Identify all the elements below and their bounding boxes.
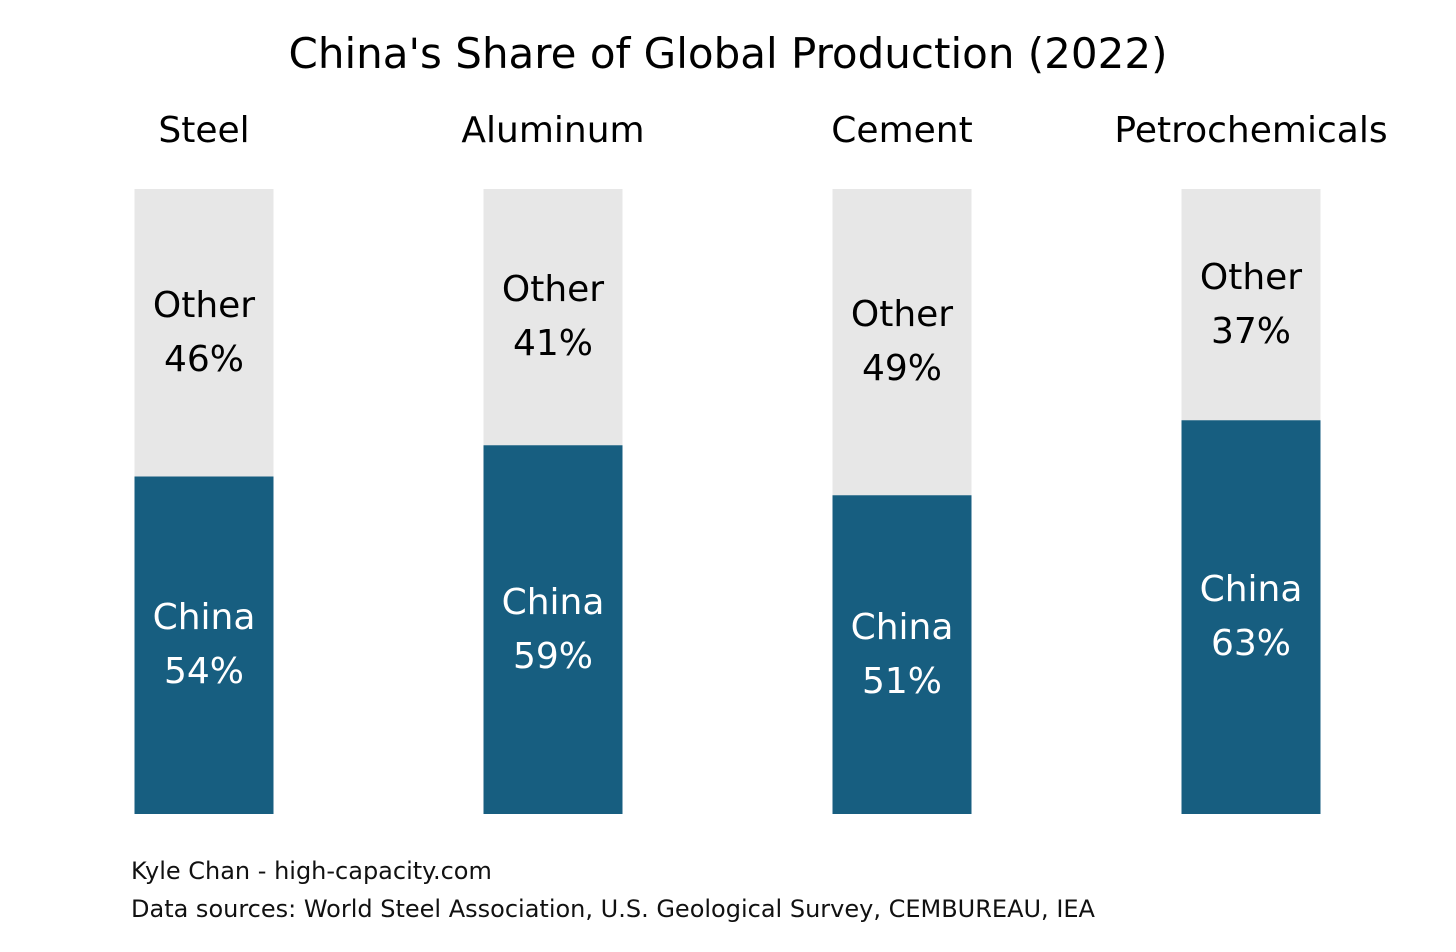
category-label-petrochemicals: Petrochemicals <box>1114 110 1388 151</box>
segment-value-china-cement: 51% <box>861 660 942 702</box>
segment-name-other-steel: Other <box>152 284 256 326</box>
segment-name-other-aluminum: Other <box>501 269 605 311</box>
segment-name-china-cement: China <box>850 606 954 648</box>
bar-other-petrochemicals <box>1181 189 1321 421</box>
segment-value-china-petrochemicals: 63% <box>1210 623 1291 665</box>
chart-title: China's Share of Global Production (2022… <box>288 29 1168 78</box>
bar-china-steel <box>134 476 274 814</box>
segment-label-china-petrochemicals: China 63% <box>1151 563 1351 671</box>
segment-value-other-steel: 46% <box>163 338 244 380</box>
bar-china-cement <box>832 495 972 814</box>
segment-name-china-aluminum: China <box>501 581 605 623</box>
segment-name-other-cement: Other <box>850 294 954 336</box>
segment-name-china-steel: China <box>152 597 256 639</box>
segment-label-other-petrochemicals: Other 37% <box>1151 251 1351 359</box>
segment-label-other-steel: Other 46% <box>104 279 304 387</box>
segment-label-other-cement: Other 49% <box>802 288 1002 396</box>
segment-value-china-steel: 54% <box>163 651 244 693</box>
bar-other-aluminum <box>483 189 623 446</box>
segment-value-other-cement: 49% <box>861 348 942 390</box>
segment-label-china-cement: China 51% <box>802 601 1002 709</box>
segment-label-china-aluminum: China 59% <box>453 576 653 684</box>
category-label-cement: Cement <box>831 110 973 151</box>
category-label-steel: Steel <box>158 110 250 151</box>
bar-china-petrochemicals <box>1181 420 1321 814</box>
footer-author: Kyle Chan - high-capacity.com <box>131 857 492 885</box>
segment-name-other-petrochemicals: Other <box>1199 256 1303 298</box>
segment-value-other-petrochemicals: 37% <box>1210 310 1291 352</box>
footer-sources: Data sources: World Steel Association, U… <box>131 895 1095 923</box>
bar-china-aluminum <box>483 445 623 814</box>
segment-name-china-petrochemicals: China <box>1199 569 1303 611</box>
segment-label-other-aluminum: Other 41% <box>453 263 653 371</box>
category-label-aluminum: Aluminum <box>461 110 645 151</box>
bar-other-steel <box>134 189 274 477</box>
segment-value-other-aluminum: 41% <box>512 323 593 365</box>
segment-value-china-aluminum: 59% <box>512 635 593 677</box>
segment-label-china-steel: China 54% <box>104 591 304 699</box>
bar-other-cement <box>832 189 972 496</box>
